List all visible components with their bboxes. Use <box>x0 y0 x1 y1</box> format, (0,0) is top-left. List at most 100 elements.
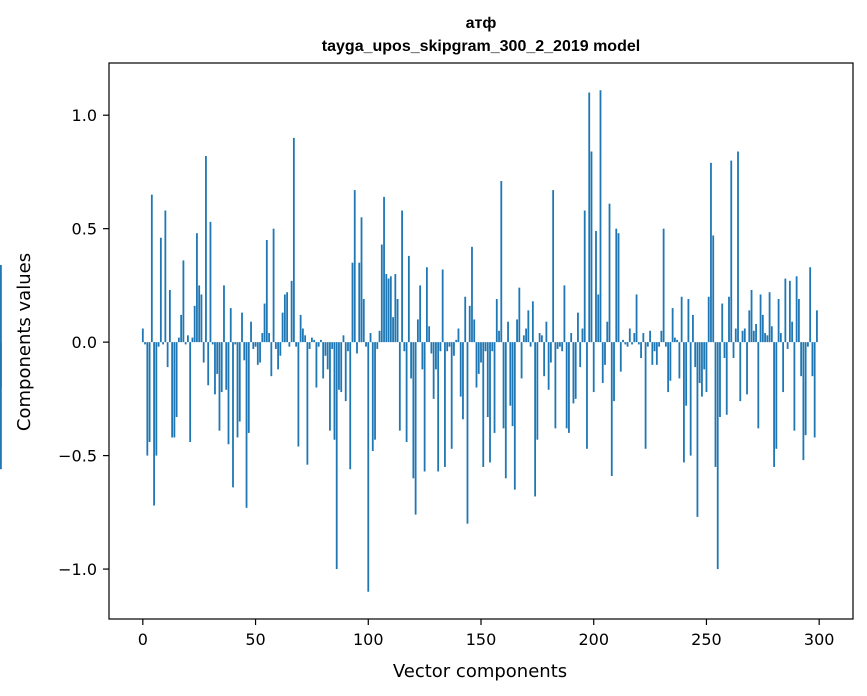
bar <box>214 342 216 395</box>
bar <box>432 342 435 399</box>
bar <box>464 296 467 343</box>
bar <box>340 342 343 393</box>
bar <box>766 335 769 343</box>
bar <box>435 342 437 370</box>
bar <box>238 342 241 422</box>
bar <box>335 342 338 570</box>
bar <box>529 342 532 347</box>
bar <box>748 310 751 343</box>
bar <box>446 342 449 352</box>
bar <box>367 342 370 592</box>
bar <box>732 342 735 359</box>
y-tick-label: −1.0 <box>58 560 97 579</box>
bar <box>683 342 685 463</box>
bar <box>326 342 329 370</box>
bar <box>653 342 656 352</box>
bar <box>306 342 309 465</box>
bar <box>520 342 523 379</box>
bar <box>468 305 471 343</box>
bar <box>692 314 694 343</box>
bar <box>396 299 399 343</box>
bar <box>322 342 325 379</box>
bar <box>685 342 688 406</box>
bar <box>159 237 162 343</box>
bar <box>229 308 232 343</box>
bar-series <box>0 90 818 592</box>
bar <box>737 151 739 343</box>
x-axis: 0 50 100 150 200 250 300 <box>138 619 834 649</box>
bar <box>730 160 733 343</box>
bar <box>606 321 609 343</box>
bar <box>795 276 798 343</box>
bar <box>157 342 160 347</box>
bar <box>193 305 196 343</box>
bar <box>547 342 550 390</box>
bar <box>168 289 171 343</box>
bar <box>304 335 307 343</box>
bar <box>182 260 185 343</box>
bar <box>669 342 672 381</box>
bar <box>403 342 406 352</box>
bar <box>705 342 708 393</box>
bar <box>610 342 613 477</box>
bar <box>534 342 537 497</box>
bar <box>414 342 417 515</box>
x-tick-label: 50 <box>245 630 265 649</box>
bar <box>173 342 176 438</box>
bar <box>320 339 322 343</box>
y-tick-label: 1.0 <box>72 106 97 125</box>
bar <box>148 342 151 442</box>
y-axis: −1.0 −0.5 0.0 0.5 1.0 <box>58 106 109 579</box>
bar <box>211 342 214 345</box>
bar <box>689 342 692 456</box>
bar <box>773 342 775 467</box>
bar <box>768 292 771 343</box>
bar <box>764 333 766 343</box>
bar <box>389 276 392 343</box>
bar <box>430 342 433 354</box>
bar <box>270 342 273 377</box>
bar <box>743 328 746 343</box>
bar <box>604 342 606 365</box>
bar <box>746 342 748 395</box>
bar <box>247 342 250 433</box>
bar <box>448 342 451 347</box>
bar <box>804 342 807 436</box>
bar <box>369 333 372 343</box>
bar <box>250 321 252 343</box>
bar <box>353 190 356 343</box>
bar <box>338 342 340 390</box>
bar <box>356 342 358 354</box>
bar <box>365 342 367 347</box>
bar <box>613 342 615 402</box>
bar <box>687 299 690 343</box>
bar <box>410 342 413 379</box>
bar <box>642 333 645 343</box>
bar <box>759 294 762 343</box>
bar <box>256 342 259 365</box>
bar <box>813 342 816 438</box>
bar <box>398 342 401 431</box>
bar <box>274 342 277 349</box>
bar <box>784 278 787 343</box>
bar <box>378 330 381 343</box>
bar <box>227 342 230 445</box>
bar <box>261 333 264 343</box>
bar <box>171 342 174 438</box>
bar <box>196 233 198 343</box>
bar <box>236 342 239 438</box>
bar <box>525 328 527 343</box>
bar <box>491 342 494 352</box>
bar <box>218 342 221 431</box>
chart-title: атф <box>466 15 497 32</box>
bar <box>522 335 525 343</box>
bar <box>552 190 555 343</box>
bar <box>162 342 165 345</box>
bar <box>703 342 706 370</box>
bar <box>710 162 712 343</box>
bar <box>441 269 444 343</box>
y-tick-label: 0.5 <box>72 220 97 239</box>
bar <box>807 342 809 347</box>
bar <box>177 337 180 343</box>
bar <box>712 235 715 343</box>
